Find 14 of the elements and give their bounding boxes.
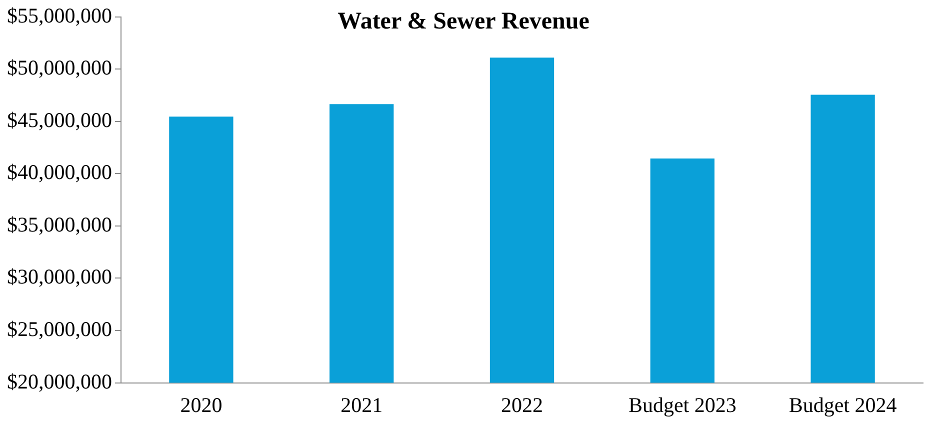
y-tick-label: $25,000,000 bbox=[7, 317, 112, 342]
y-tick-label: $45,000,000 bbox=[7, 108, 112, 132]
chart-title: Water & Sewer Revenue bbox=[338, 8, 590, 35]
x-tick-label: 2022 bbox=[501, 392, 543, 417]
x-tick-label: Budget 2024 bbox=[788, 392, 898, 417]
y-tick-label: $20,000,000 bbox=[7, 369, 112, 394]
x-tick-label: 2021 bbox=[340, 392, 383, 417]
y-tick-label: $30,000,000 bbox=[7, 264, 112, 289]
x-tick-label: Budget 2023 bbox=[628, 392, 736, 417]
y-tick-label: $35,000,000 bbox=[7, 212, 112, 236]
y-tick-label: $40,000,000 bbox=[7, 160, 112, 184]
x-tick-label: 2020 bbox=[180, 392, 222, 417]
y-tick-label: $55,000,000 bbox=[7, 3, 112, 28]
y-tick-label: $50,000,000 bbox=[7, 56, 112, 80]
